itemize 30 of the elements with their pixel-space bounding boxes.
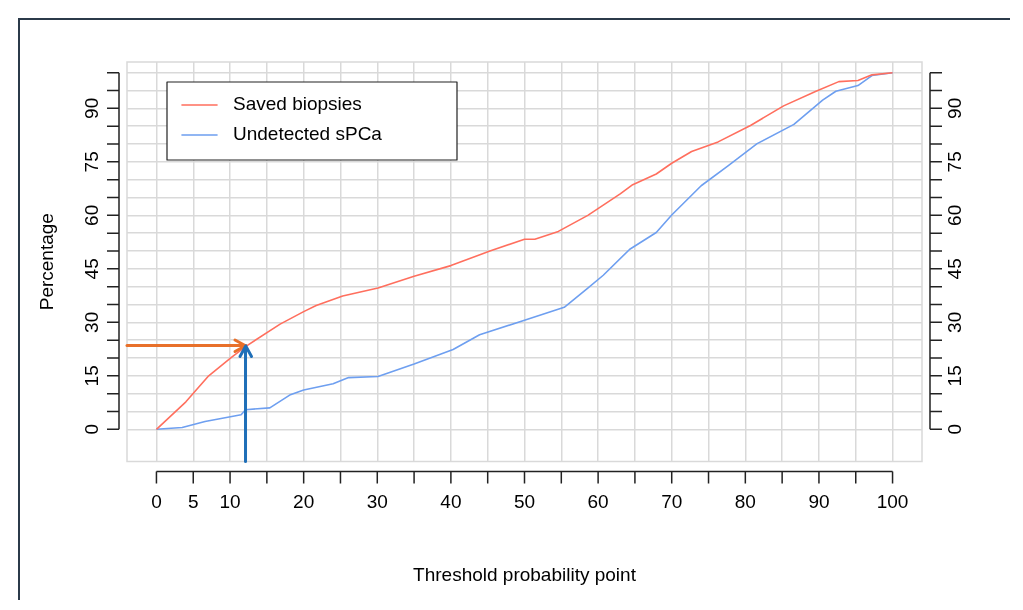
y2-tick-label: 75 <box>944 151 966 173</box>
x-tick-label: 50 <box>513 491 536 513</box>
y2-tick-label: 15 <box>944 365 966 387</box>
x-tick-label: 0 <box>151 491 162 513</box>
y-tick-label: 15 <box>81 365 103 387</box>
x-tick-label: 20 <box>293 491 315 513</box>
y-tick-label: 30 <box>81 311 103 333</box>
y-tick-label: 60 <box>81 204 103 226</box>
x-tick-label: 5 <box>187 491 199 513</box>
y-tick-label: 0 <box>81 424 103 435</box>
y-tick-label: 75 <box>81 151 103 173</box>
legend-label: Saved biopsies <box>233 93 362 115</box>
y2-tick-label: 90 <box>944 97 966 119</box>
x-axis-title: Threshold probability point <box>413 563 637 585</box>
y2-tick-label: 45 <box>944 258 966 280</box>
x-tick-label: 40 <box>440 491 462 513</box>
x-tick-label: 80 <box>734 491 756 513</box>
y2-tick-label: 60 <box>944 204 966 226</box>
y-tick-label: 45 <box>81 258 103 280</box>
x-tick-label: 30 <box>366 491 388 513</box>
y-axis-title: Percentage <box>35 213 57 311</box>
y-tick-label: 90 <box>81 97 103 119</box>
x-tick-label: 90 <box>808 491 830 513</box>
y2-tick-label: 0 <box>944 424 966 435</box>
x-tick-label: 70 <box>661 491 683 513</box>
legend-label: Undetected sPCa <box>233 123 383 145</box>
y2-tick-label: 30 <box>944 311 966 333</box>
x-tick-label: 100 <box>876 491 909 513</box>
x-tick-label: 60 <box>587 491 609 513</box>
x-tick-label: 10 <box>219 491 241 513</box>
